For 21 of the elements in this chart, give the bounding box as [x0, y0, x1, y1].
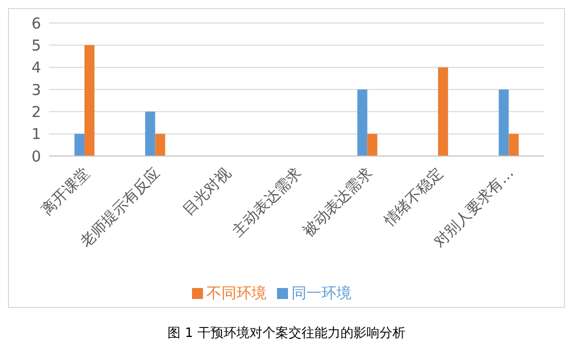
- legend-label: 不同环境: [206, 284, 266, 302]
- y-tick-label: 2: [31, 102, 41, 121]
- bar: [498, 90, 509, 156]
- text: 图 1 干预环境对个案交往能力的影响分析: [166, 325, 406, 342]
- x-tick-label: 离开课堂: [38, 164, 93, 219]
- y-tick-label: 5: [31, 36, 41, 54]
- bar: [74, 134, 84, 156]
- bar: [84, 45, 94, 156]
- bar: [508, 134, 519, 156]
- bar: [145, 112, 156, 156]
- bar: [438, 67, 448, 156]
- y-tick-label: 4: [31, 58, 41, 77]
- bar: [155, 134, 166, 156]
- x-tick-label: 目光对视: [179, 164, 234, 219]
- bar: [367, 134, 378, 156]
- y-tick-label: 0: [31, 147, 41, 166]
- y-tick-label: 1: [31, 125, 41, 144]
- legend-label: 同一环境: [292, 284, 352, 302]
- bar: [357, 90, 368, 156]
- y-tick-label: 3: [31, 80, 41, 99]
- y-tick-label: 6: [31, 14, 41, 32]
